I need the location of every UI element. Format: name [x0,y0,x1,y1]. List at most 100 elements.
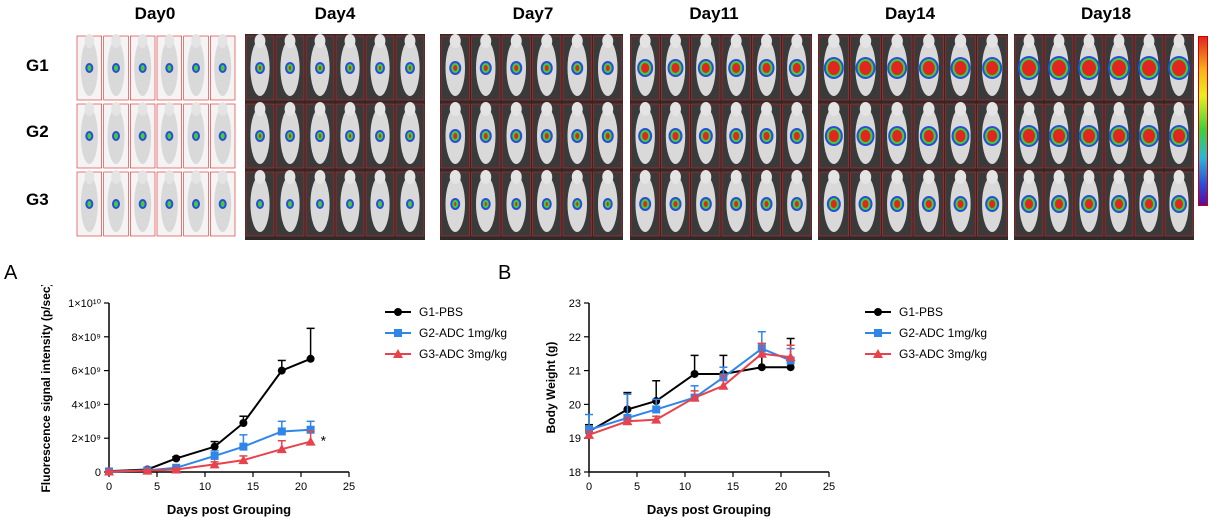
mouse-head [602,102,614,116]
mouse-head [791,102,803,116]
mouse-head [1173,34,1185,48]
mouse-head [191,170,201,184]
signal-mid [140,133,145,139]
mouse-head [510,170,522,184]
signal-core [862,200,869,208]
mouse-head [1143,170,1155,184]
signal-core [732,63,741,73]
signal-core [289,134,291,138]
chart-a-fluorescence: 0 5 10 15 20 25 0 2×10⁹ 4×10⁹ 6×10⁹ 8×10⁹ 1×10¹⁰ Day… [39,285,507,517]
signal-core [643,201,648,207]
mouse-head [891,102,903,116]
signal-core [605,65,610,71]
x-tick-label: 5 [634,481,640,493]
signal-core [794,201,799,207]
mouse-head [404,34,416,48]
significance-annotation: * [321,433,327,449]
day-label-18: Day18 [1080,4,1132,23]
mouse-head [541,102,553,116]
imaging-panel-day4 [245,34,425,240]
signal-mid [114,201,118,207]
signal-core [1143,129,1155,143]
signal-core [830,200,837,208]
mouse-head [1143,34,1155,48]
signal-core [828,130,839,142]
data-point [239,442,248,451]
data-point [239,418,248,427]
signal-core [701,63,710,73]
mouse-head [191,102,201,116]
signal-core [641,63,650,73]
mouse-head [791,170,803,184]
mouse-head [1083,34,1095,48]
mouse-head [541,34,553,48]
mouse-head [1053,102,1065,116]
signal-mid [167,133,172,139]
data-point [785,352,796,362]
signal-core [1055,199,1063,209]
mouse-head [828,34,840,48]
y-tick-label: 0 [95,467,101,479]
data-point [786,363,795,372]
y-tick-label: 19 [569,433,581,445]
series-line [588,347,791,431]
signal-core [606,202,609,206]
x-axis-label: Days post Grouping [647,502,771,517]
y-axis-label: Body Weight (g) [544,342,558,434]
mouse-head [1143,102,1155,116]
signal-core [1053,129,1065,143]
signal-core [483,65,488,71]
mouse-head [374,34,386,48]
signal-core [1022,60,1036,76]
mouse-head [84,34,95,48]
signal-mid [167,201,172,207]
signal-mid [348,201,352,207]
mouse-head [314,34,326,48]
data-point [306,354,315,363]
signal-core [576,202,579,206]
mouse-head [111,170,121,184]
mouse-head [730,34,742,48]
mouse-head [449,102,461,116]
mouse-head [730,102,742,116]
data-point [238,455,249,465]
data-point [171,464,182,474]
signal-core [957,200,964,208]
imaging-panel-day0 [76,34,236,240]
imaging-panel-day14 [818,34,1008,240]
mouse-head [1083,102,1095,116]
mouse-head [571,34,583,48]
signal-core [575,133,580,139]
signal-core [605,133,610,139]
signal-core [1085,199,1093,209]
y-tick-label: 6×10⁹ [72,366,102,378]
mouse-head [954,170,967,184]
signal-mid [194,201,198,207]
mouse-head [602,34,614,48]
x-tick-label: 25 [823,481,835,493]
imaging-panel-day18 [1014,34,1194,240]
mouse-head [84,170,95,184]
signal-core [894,200,901,208]
mouse-head [761,102,772,116]
day-label-4: Day4 [314,4,356,23]
signal-core [987,130,998,142]
data-point [172,454,181,463]
signal-core [1023,129,1035,143]
mouse-head [954,34,967,48]
signal-core [1113,129,1125,143]
data-point [142,465,153,475]
signal-core [672,132,679,140]
legend-label: G1-PBS [419,305,463,319]
signal-mid [258,201,262,207]
mouse-head [1113,34,1125,48]
signal-core [702,132,709,140]
signal-mid [194,65,198,71]
signal-core [484,202,487,206]
mouse-head [254,34,266,48]
data-point [757,363,766,372]
mouse-head [284,170,296,184]
mouse-head [480,102,492,116]
mouse-head [923,170,935,184]
signal-core [703,201,708,207]
